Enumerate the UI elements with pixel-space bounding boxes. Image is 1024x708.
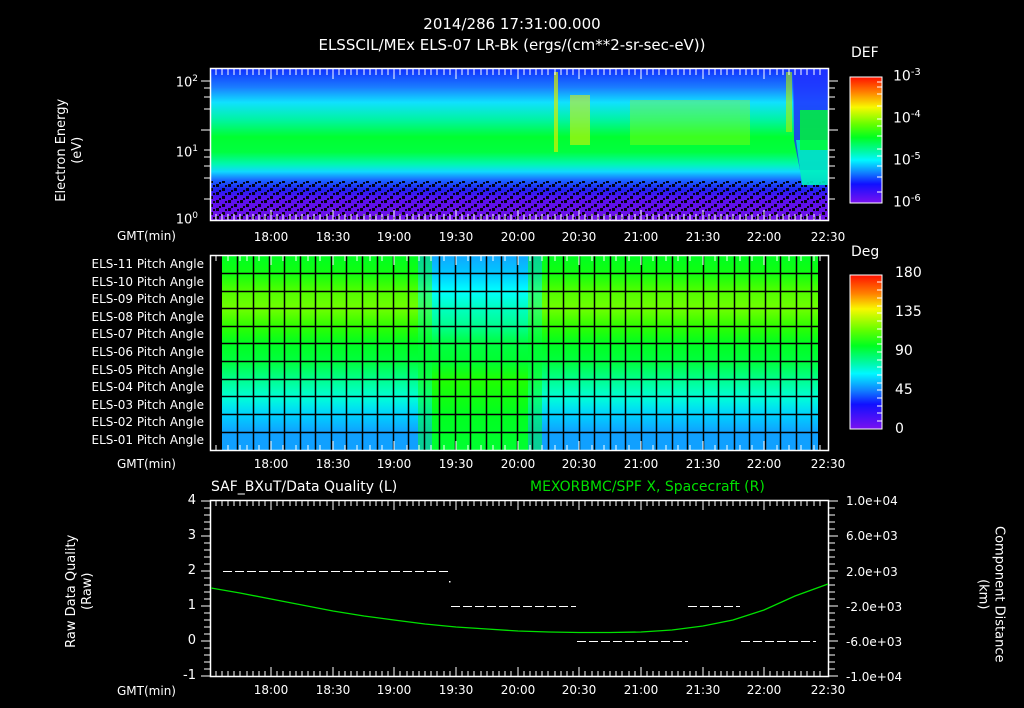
x-tick: 21:00 (623, 457, 659, 471)
pitch-row-label: ELS-11 Pitch Angle (91, 257, 204, 271)
quality-title-right: MEXORBMC/SPF X, Spacecraft (R) (530, 479, 765, 495)
spectrogram-x-ticks (201, 69, 838, 220)
pitch-row-label: ELS-01 Pitch Angle (91, 433, 204, 447)
pitch-row-label: ELS-08 Pitch Angle (91, 310, 204, 324)
quality-left-axis-label-line2: (Raw) (80, 572, 95, 611)
x-tick: 21:30 (685, 457, 721, 471)
energy-axis-label-line1: Electron Energy (53, 98, 69, 202)
def-colorbar (849, 76, 883, 204)
energy-tick-100: 102 (175, 74, 198, 91)
deg-tick-135: 135 (895, 304, 922, 320)
y-tick: 0 (187, 633, 196, 648)
energy-axis-label-line2: (eV) (70, 136, 85, 164)
y-tick: 6.0e+03 (846, 529, 898, 543)
def-tick-1e-4: 10-4 (893, 109, 921, 127)
data-quality-series (223, 571, 816, 642)
panel2-xlabel: GMT(min) (117, 457, 176, 471)
def-colorbar-label: DEF (851, 45, 879, 61)
y-tick: 2 (187, 563, 196, 578)
energy-axis-label: Electron Energy (eV) (54, 85, 87, 215)
x-tick: 21:30 (685, 230, 721, 244)
pitch-anomaly-region (432, 256, 528, 450)
y-tick: -1.0e+04 (846, 670, 903, 684)
quality-left-axis-label-line1: Raw Data Quality (63, 534, 79, 648)
x-tick: 22:30 (810, 457, 846, 471)
quality-title-left: SAF_BXuT/Data Quality (L) (211, 479, 398, 495)
pitch-grid (222, 256, 818, 450)
x-tick: 21:30 (685, 683, 721, 697)
deg-tick-0: 0 (895, 421, 904, 437)
x-tick: 21:00 (623, 230, 659, 244)
distance-right-axis-label-line1: Component Distance (991, 526, 1007, 663)
def-tick-1e-6: 10-6 (893, 193, 921, 211)
x-tick: 21:00 (623, 683, 659, 697)
x-tick: 18:30 (315, 230, 351, 244)
pitch-row-label: ELS-02 Pitch Angle (91, 415, 204, 429)
deg-colorbar-label: Deg (851, 244, 880, 260)
x-tick: 20:00 (500, 230, 536, 244)
y-tick: -1 (183, 668, 196, 683)
pitch-x-ticks (215, 256, 821, 450)
x-tick: 18:30 (315, 457, 351, 471)
panel3-xlabel: GMT(min) (117, 684, 176, 698)
x-tick: 19:30 (438, 683, 474, 697)
deg-tick-45: 45 (895, 382, 913, 398)
energy-tick-1: 100 (175, 211, 198, 228)
x-tick: 22:00 (746, 457, 782, 471)
x-tick: 19:00 (376, 230, 412, 244)
x-tick: 20:30 (561, 230, 597, 244)
x-tick: 20:00 (500, 683, 536, 697)
y-tick: 2.0e+03 (846, 565, 898, 579)
x-tick: 20:00 (500, 457, 536, 471)
pitch-row-label: ELS-07 Pitch Angle (91, 327, 204, 341)
y-tick: -6.0e+03 (846, 635, 903, 649)
x-tick: 19:00 (376, 683, 412, 697)
pitch-row-label: ELS-05 Pitch Angle (91, 363, 204, 377)
y-tick: -2.0e+03 (846, 600, 903, 614)
quality-x-ticks (201, 500, 838, 677)
y-tick: 3 (187, 528, 196, 543)
pitch-row-label: ELS-09 Pitch Angle (91, 292, 204, 306)
pitch-row-label: ELS-04 Pitch Angle (91, 380, 204, 394)
x-tick: 19:00 (376, 457, 412, 471)
y-tick: 1 (187, 598, 196, 613)
x-tick: 18:00 (253, 230, 289, 244)
def-tick-1e-3: 10-3 (893, 67, 921, 85)
quality-plot-frame (209, 499, 830, 678)
x-tick: 19:30 (438, 230, 474, 244)
plot-timestamp: 2014/286 17:31:00.000 (423, 15, 601, 33)
x-tick: 20:30 (561, 683, 597, 697)
x-tick: 22:30 (810, 230, 846, 244)
panel1-xlabel: GMT(min) (117, 229, 176, 243)
y-tick: 1.0e+04 (846, 494, 898, 508)
x-tick: 22:30 (810, 683, 846, 697)
distance-right-axis-label: Component Distance (km) (974, 504, 1007, 684)
deg-colorbar (849, 274, 883, 430)
quality-left-axis-label: Raw Data Quality (Raw) (64, 521, 97, 661)
pitch-row-label: ELS-03 Pitch Angle (91, 398, 204, 412)
distance-right-axis-label-line2: (km) (975, 579, 990, 610)
plot-subtitle: ELSSCIL/MEx ELS-07 LR-Bk (ergs/(cm**2-sr… (318, 36, 706, 54)
def-tick-1e-5: 10-5 (893, 151, 921, 169)
deg-tick-180: 180 (895, 265, 922, 281)
pitch-row-label: ELS-06 Pitch Angle (91, 345, 204, 359)
x-tick: 18:00 (253, 457, 289, 471)
x-tick: 18:30 (315, 683, 351, 697)
x-tick: 18:00 (253, 683, 289, 697)
spf-x-series (210, 583, 829, 634)
deg-tick-90: 90 (895, 343, 913, 359)
energy-tick-10: 101 (175, 144, 198, 161)
x-tick: 20:30 (561, 457, 597, 471)
y-tick: 4 (187, 493, 196, 508)
x-tick: 22:00 (746, 230, 782, 244)
pitch-row-label: ELS-10 Pitch Angle (91, 275, 204, 289)
x-tick: 19:30 (438, 457, 474, 471)
x-tick: 22:00 (746, 683, 782, 697)
